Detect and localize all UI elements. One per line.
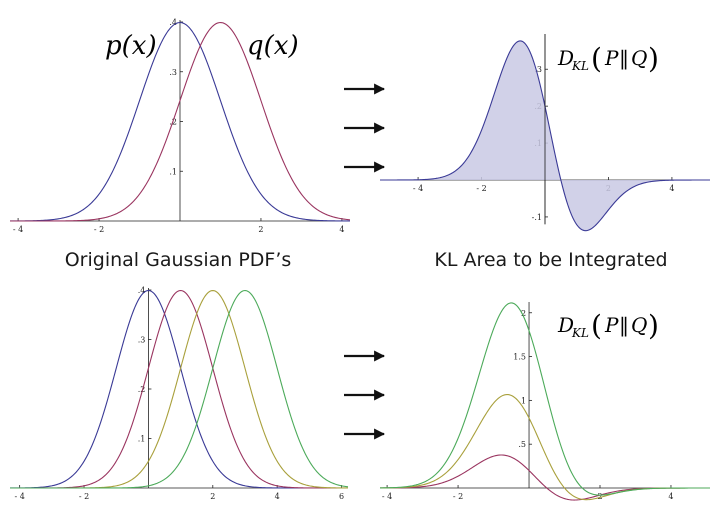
kl-formula-d: D [557, 313, 574, 337]
kl-formula-q: Q [631, 313, 647, 337]
x-tick-label: 4 [668, 492, 673, 501]
y-tick-label: .3 [138, 336, 146, 345]
kl-formula-p: P [604, 313, 619, 337]
y-tick-label: 2 [521, 309, 526, 318]
kl-formula-open-paren: ( [591, 309, 602, 342]
q-curve-label: q(x) [247, 31, 299, 61]
kl-integrand-series-3 [379, 302, 710, 496]
y-tick-label: .5 [518, 440, 526, 449]
caption-kl-area: KL Area to be Integrated [434, 249, 667, 271]
caption-original-gaussians: Original Gaussian PDF’s [65, 249, 292, 271]
x-tick-label: - 2 [476, 184, 486, 193]
gaussian-series-1 [10, 290, 348, 489]
x-tick-label: 2 [597, 492, 602, 501]
kl-formula-subscript: KL [571, 59, 589, 73]
x-tick-label: 2 [210, 492, 215, 501]
x-tick-label: - 2 [79, 492, 89, 501]
kl-formula-top: D KL ( P ‖ Q ) [557, 42, 659, 75]
chart-bottom-right-kl-curves: - 4 - 2 2 4 .5 1 1.5 2 [379, 302, 710, 501]
x-tick-label: 4 [669, 184, 674, 193]
y-tick-label: 1 [521, 396, 526, 405]
chart-top-right-kl-area: - 4- 224-.1.1.2.3 [380, 34, 710, 232]
p-curve-label: p(x) [105, 31, 157, 61]
x-tick-label: 4 [339, 225, 344, 234]
y-tick-label: .1 [169, 167, 177, 176]
x-tick-label: - 4 [413, 184, 423, 193]
kl-integrand-series-1 [379, 454, 710, 501]
x-tick-label: - 2 [94, 225, 104, 234]
x-tick-label: 2 [258, 225, 263, 234]
x-tick-label: - 4 [14, 492, 24, 501]
x-tick-label: 6 [339, 492, 344, 501]
kl-formula-bottom: D KL ( P ‖ Q ) [557, 309, 659, 342]
y-tick-label: .3 [169, 68, 177, 77]
kl-formula-norm: ‖ [619, 46, 629, 71]
gaussian-series-2 [10, 289, 348, 489]
kl-integrand-series-2 [379, 393, 710, 501]
x-tick-label: - 4 [382, 492, 392, 501]
chart-bottom-left-gaussians: - 4 - 2 2 4 6 .1 .2 .3 .4 [10, 286, 349, 501]
y-tick-label: .2 [138, 385, 146, 394]
kl-formula-q: Q [631, 46, 647, 70]
x-tick-label: - 4 [13, 225, 23, 234]
y-tick-label: .3 [534, 65, 542, 74]
kl-formula-p: P [604, 46, 619, 70]
x-tick-label: 4 [275, 492, 280, 501]
gaussian-series-4 [10, 289, 349, 489]
gaussian-series-3 [10, 289, 348, 489]
gaussian-series-2 [10, 21, 351, 222]
gaussian-series-1 [10, 21, 350, 222]
kl-formula-open-paren: ( [591, 42, 602, 75]
y-tick-label: 1.5 [513, 353, 526, 362]
chart-top-left-gaussians: - 4- 2 2 4.1.2.3.4 [10, 18, 351, 234]
arrows-bottom [344, 350, 386, 440]
kl-formula-d: D [557, 46, 574, 70]
y-tick-label: .1 [138, 435, 146, 444]
kl-formula-subscript: KL [571, 326, 589, 340]
x-tick-label: - 2 [453, 492, 463, 501]
kl-formula-norm: ‖ [619, 313, 629, 338]
y-tick-label: .4 [138, 286, 146, 295]
y-tick-label: .4 [169, 18, 177, 27]
arrows-top [344, 83, 386, 173]
kl-formula-close-paren: ) [648, 309, 659, 342]
kl-formula-close-paren: ) [648, 42, 659, 75]
y-tick-label: -.1 [532, 213, 542, 222]
